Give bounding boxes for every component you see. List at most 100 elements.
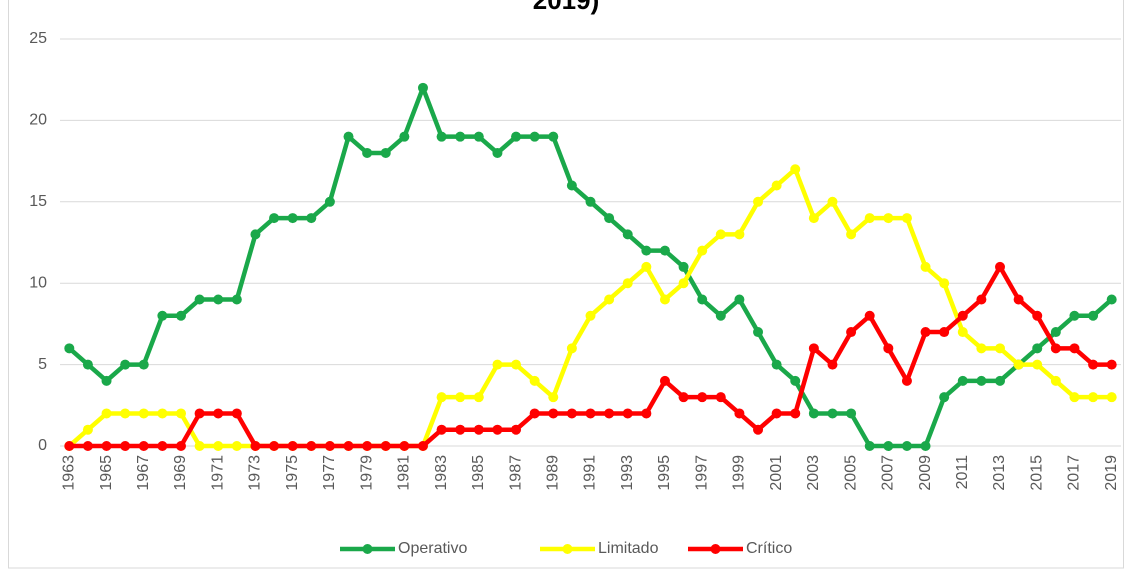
data-point [771,408,782,419]
x-tick-label: 1967 [135,455,152,491]
x-tick-label: 2013 [991,455,1008,491]
data-point [1013,359,1024,370]
data-point [1106,359,1117,370]
x-tick-label: 1971 [209,455,226,491]
x-tick-label: 2001 [768,455,785,491]
data-point [548,408,559,419]
data-point [883,441,894,451]
data-point [920,327,931,338]
data-point [641,261,652,272]
data-point [883,343,894,354]
data-point [399,131,410,142]
data-point [753,327,764,338]
data-point [734,294,745,305]
x-tick-label: 2005 [842,455,859,491]
data-point [511,424,522,435]
data-point [138,441,149,451]
data-point [771,180,782,191]
data-point [269,441,280,451]
data-point [976,294,987,305]
data-point [864,213,875,224]
data-point [697,294,708,305]
data-point [622,408,633,419]
data-point [1088,392,1099,403]
data-point [492,424,503,435]
legend-label: Operativo [398,540,467,557]
data-point [417,82,428,93]
data-point [380,147,391,158]
x-tick-label: 2019 [1103,455,1120,491]
data-point [734,229,745,240]
x-tick-label: 1997 [693,455,710,491]
data-point [101,408,112,419]
data-point [901,441,912,451]
legend-label: Crítico [746,540,792,557]
data-point [157,408,168,419]
data-point [138,359,149,370]
data-point [846,229,857,240]
data-point [213,441,224,451]
data-point [194,441,205,451]
data-point [175,310,186,321]
data-point [641,408,652,419]
legend-label: Limitado [598,540,659,557]
x-tick-label: 1991 [582,455,599,491]
data-point [641,245,652,256]
data-point [64,343,75,354]
data-point [659,294,670,305]
data-point [231,294,242,305]
data-point [827,196,838,207]
data-point [1088,310,1099,321]
data-point [194,408,205,419]
data-point [790,408,801,419]
data-point [287,441,298,451]
data-point [362,441,373,451]
data-point [101,441,112,451]
data-point [753,196,764,207]
data-point [883,213,894,224]
data-point [827,408,838,419]
data-point [529,408,540,419]
data-point [455,131,466,142]
data-point [566,180,577,191]
data-point [659,245,670,256]
x-tick-label: 2017 [1066,455,1083,491]
data-point [324,441,335,451]
data-point [604,213,615,224]
data-point [976,375,987,386]
x-tick-label: 1973 [247,455,264,491]
data-point [715,310,726,321]
x-tick-label: 1981 [396,455,413,491]
data-point [901,213,912,224]
data-point [511,131,522,142]
data-point [659,375,670,386]
data-point [808,343,819,354]
data-point [436,131,447,142]
data-point [808,408,819,419]
y-tick-label: 25 [29,30,47,47]
data-point [1032,359,1043,370]
data-point [697,245,708,256]
data-point [1050,375,1061,386]
x-tick-label: 1979 [358,455,375,491]
data-point [455,392,466,403]
data-point [678,278,689,289]
data-point [473,392,484,403]
data-point [715,229,726,240]
y-tick-label: 5 [38,356,47,373]
x-tick-label: 2011 [954,455,971,490]
data-point [231,408,242,419]
data-point [678,392,689,403]
data-point [343,441,354,451]
data-point [1013,294,1024,305]
data-point [790,375,801,386]
data-point [1088,359,1099,370]
data-point [585,310,596,321]
data-point [436,392,447,403]
data-point [697,392,708,403]
data-point [269,213,280,224]
data-point [1032,343,1043,354]
data-point [790,164,801,175]
data-point [82,441,93,451]
